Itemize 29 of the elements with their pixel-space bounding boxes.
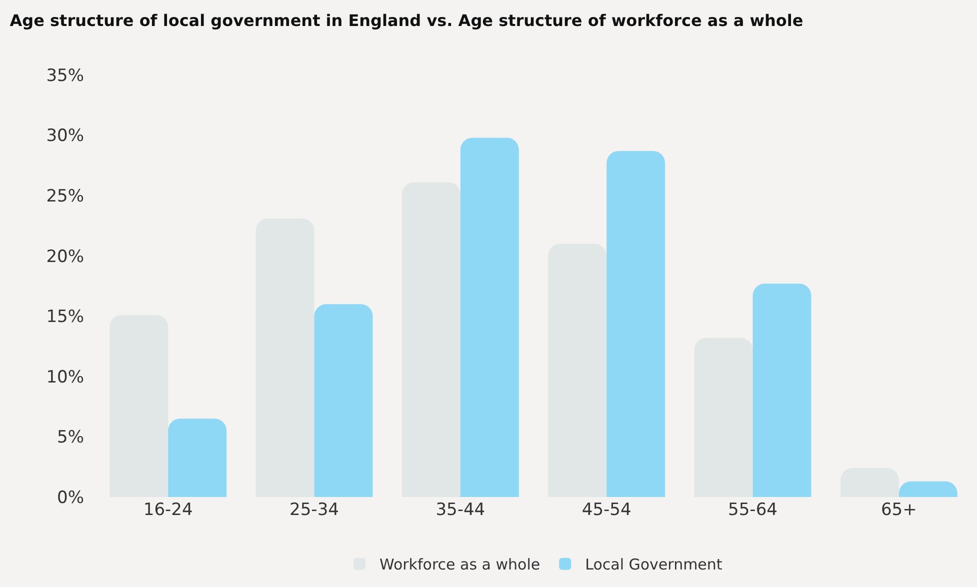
bar (460, 138, 519, 497)
bar (110, 314, 168, 497)
x-tick-label: 35-44 (436, 500, 486, 520)
y-tick-label: 20% (46, 246, 84, 267)
chart-title: Age structure of local government in England vs. Age structure of workforce as a whole (10, 10, 804, 30)
y-tick-label: 0% (57, 488, 84, 508)
bar (168, 418, 227, 497)
bar (694, 338, 753, 497)
y-tick-label: 5% (57, 428, 84, 448)
y-tick-label: 15% (46, 307, 84, 328)
x-tick-label: 65+ (880, 500, 917, 520)
legend-label: Workforce as a whole (380, 556, 540, 574)
bar (402, 182, 460, 497)
bar (752, 284, 812, 497)
bar (314, 304, 373, 497)
x-tick-label: 25-34 (290, 500, 339, 520)
bar (548, 244, 607, 497)
y-tick-label: 10% (46, 367, 84, 388)
y-tick-label: 30% (46, 126, 84, 146)
bar (840, 468, 899, 497)
bar (606, 150, 666, 497)
x-tick-label: 55-64 (728, 500, 778, 520)
bar (898, 481, 958, 497)
x-tick-label: 16-24 (143, 500, 193, 520)
legend-label: Local Government (585, 556, 722, 574)
y-tick-label: 35% (46, 66, 84, 86)
bar (256, 218, 314, 497)
y-tick-label: 25% (46, 186, 84, 207)
x-tick-label: 45-54 (582, 500, 632, 520)
